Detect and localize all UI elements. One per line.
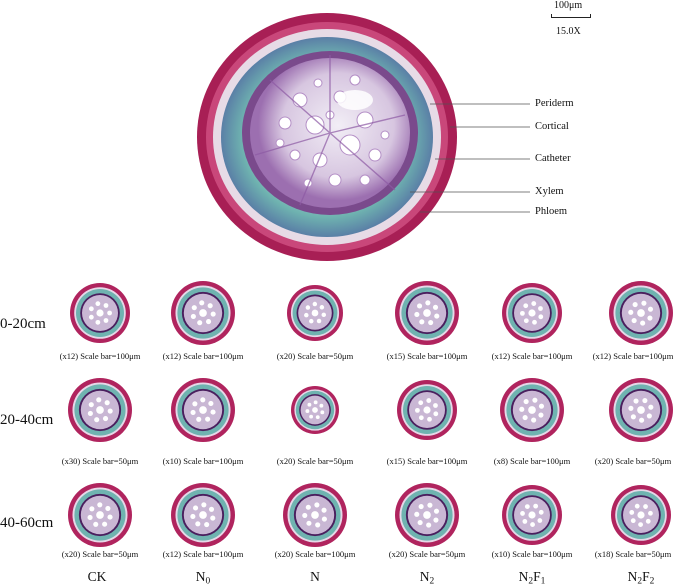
cross-section-thumbnail-r1-c5	[502, 283, 562, 343]
scale-bar-line	[551, 14, 591, 18]
thumbnail-caption-r3-c5: (x10) Scale bar=100μm	[491, 549, 573, 559]
thumbnail-caption-r3-c2: (x12) Scale bar=100μm	[162, 549, 244, 559]
column-label-n2f1: N2F1	[518, 569, 546, 587]
column-label-n2f2: N2F2	[627, 569, 655, 587]
thumbnail-caption-r2-c2: (x10) Scale bar=100μm	[162, 456, 244, 466]
thumbnail-caption-r3-c1: (x20) Scale bar=50μm	[61, 549, 139, 559]
cross-section-thumbnail-r2-c1	[68, 378, 132, 442]
label-cortical: Cortical	[535, 121, 569, 132]
column-label-n2: N2	[419, 569, 435, 587]
cross-section-thumbnail-r2-c3	[291, 386, 339, 434]
thumbnail-caption-r2-c5: (x8) Scale bar=100μm	[493, 456, 571, 466]
main-cross-section-image	[197, 13, 457, 261]
cross-section-thumbnail-r3-c2	[171, 483, 235, 547]
cross-section-thumbnail-r1-c1	[70, 283, 130, 343]
thumbnail-caption-r2-c3: (x20) Scale bar=50μm	[276, 456, 354, 466]
cross-section-thumbnail-r2-c4	[397, 380, 457, 440]
cross-section-thumbnail-r1-c4	[395, 281, 459, 345]
cross-section-thumbnail-r1-c2	[171, 281, 235, 345]
magnification-label: 15.0X	[556, 26, 581, 37]
thumbnail-caption-r1-c3: (x20) Scale bar=50μm	[276, 351, 354, 361]
scale-bar-label: 100μm	[554, 0, 583, 11]
row-label-20-40cm: 20-40cm	[0, 412, 54, 428]
cross-section-thumbnail-r2-c5	[500, 378, 564, 442]
thumbnail-caption-r1-c6: (x12) Scale bar=100μm	[592, 351, 674, 361]
thumbnail-caption-r3-c6: (x18) Scale bar=50μm	[594, 549, 672, 559]
cross-section-thumbnail-r1-c6	[609, 281, 673, 345]
column-label-n0: N0	[195, 569, 211, 587]
thumbnail-caption-r3-c3: (x20) Scale bar=100μm	[274, 549, 356, 559]
cross-section-thumbnail-r3-c3	[283, 483, 347, 547]
label-xylem: Xylem	[535, 186, 564, 197]
thumbnail-caption-r1-c5: (x12) Scale bar=100μm	[491, 351, 573, 361]
column-label-n: N	[310, 569, 320, 584]
label-phloem: Phloem	[535, 206, 568, 217]
column-label-ck: CK	[87, 569, 107, 584]
row-label-40-60cm: 40-60cm	[0, 515, 54, 531]
cross-section-thumbnail-r3-c4	[395, 483, 459, 547]
thumbnail-caption-r1-c1: (x12) Scale bar=100μm	[59, 351, 141, 361]
cross-section-thumbnail-r3-c5	[502, 485, 562, 545]
thumbnail-caption-r2-c4: (x15) Scale bar=100μm	[386, 456, 468, 466]
cross-section-thumbnail-r3-c1	[68, 483, 132, 547]
thumbnail-caption-r2-c6: (x20) Scale bar=50μm	[594, 456, 672, 466]
label-catheter: Catheter	[535, 153, 571, 164]
row-label-0-20cm: 0-20cm	[0, 316, 46, 332]
cross-section-thumbnail-r2-c2	[171, 378, 235, 442]
thumbnail-caption-r3-c4: (x20) Scale bar=50μm	[388, 549, 466, 559]
thumbnail-caption-r1-c4: (x15) Scale bar=100μm	[386, 351, 468, 361]
cross-section-thumbnail-r1-c3	[287, 285, 343, 341]
leader-lines	[410, 103, 530, 213]
label-periderm: Periderm	[535, 98, 574, 109]
cross-section-thumbnail-r3-c6	[611, 485, 671, 545]
thumbnail-caption-r1-c2: (x12) Scale bar=100μm	[162, 351, 244, 361]
cross-section-thumbnail-r2-c6	[609, 378, 673, 442]
thumbnail-caption-r2-c1: (x30) Scale bar=50μm	[61, 456, 139, 466]
